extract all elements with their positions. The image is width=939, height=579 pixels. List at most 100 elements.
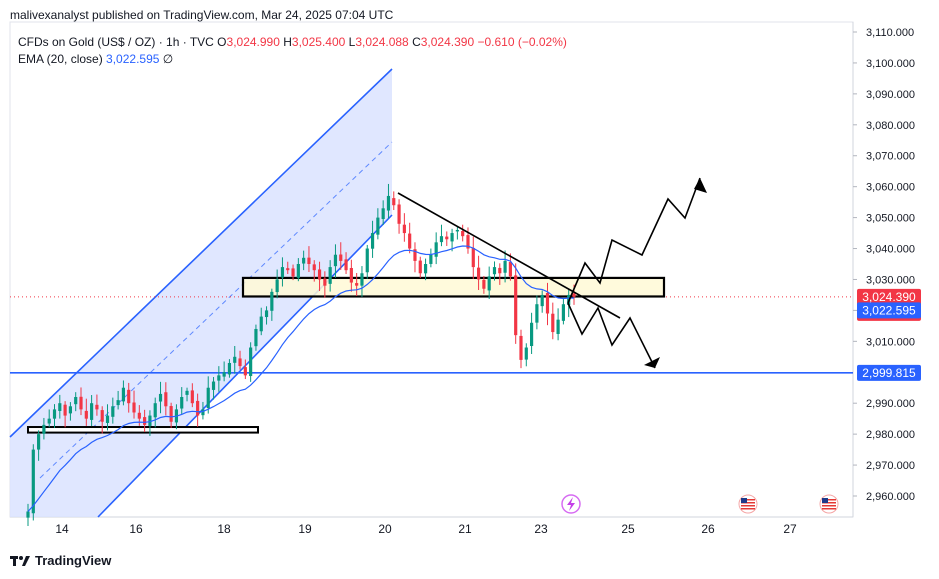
candle	[355, 283, 359, 286]
candle	[386, 195, 391, 211]
candle	[111, 406, 115, 417]
open-key: O	[217, 35, 227, 49]
channel-upper-line	[9, 68, 393, 438]
candle	[143, 417, 147, 425]
us-flag-event-icon[interactable]	[819, 494, 839, 514]
candle	[270, 291, 274, 311]
candle	[206, 387, 210, 409]
tradingview-logo-icon	[10, 555, 30, 566]
last-price-tag: 3,024.390	[862, 290, 916, 304]
low-value: 3,024.088	[355, 35, 409, 49]
candle	[392, 198, 396, 206]
candle	[58, 403, 62, 411]
candle	[100, 410, 104, 422]
candle	[349, 267, 353, 283]
us-flag-event-icon[interactable]	[738, 494, 758, 514]
candle	[217, 375, 221, 381]
y-tick-label: 3,030.000	[866, 274, 915, 286]
candle	[105, 415, 110, 423]
resistance-zone	[241, 276, 666, 298]
candle	[127, 389, 131, 404]
candle	[52, 409, 57, 419]
flag-stripe	[741, 508, 755, 510]
ema-label[interactable]: EMA (20, close)	[18, 52, 103, 66]
open-value: 3,024.990	[226, 35, 280, 49]
candle	[397, 204, 401, 224]
candle	[90, 403, 94, 420]
candle	[365, 248, 369, 273]
flag-stripe	[822, 502, 836, 504]
y-tick-label: 2,990.000	[866, 398, 915, 410]
candle	[466, 235, 470, 249]
candle	[360, 273, 364, 286]
candle	[376, 217, 380, 235]
candle	[508, 261, 512, 277]
flag-stripe	[822, 499, 836, 501]
candle	[95, 404, 99, 410]
candle	[31, 449, 35, 514]
ohlc-legend: CFDs on Gold (US$ / OZ) · 1h · TVC O3,02…	[18, 35, 567, 49]
footer-brand-text: TradingView	[35, 553, 112, 568]
close-key: C	[412, 35, 421, 49]
close-value: 3,024.390	[420, 35, 475, 49]
y-tick-label: 2,960.000	[866, 491, 915, 503]
candle	[74, 397, 78, 405]
candle	[296, 264, 300, 278]
candle	[455, 229, 459, 232]
y-tick-label: 3,090.000	[866, 89, 915, 101]
x-tick-label: 26	[701, 522, 715, 536]
candle	[450, 233, 454, 242]
candle	[63, 404, 67, 416]
candle	[79, 396, 83, 410]
candle	[259, 316, 263, 332]
candle	[370, 233, 375, 249]
candle	[328, 267, 332, 284]
y-tick-label: 3,050.000	[866, 213, 915, 225]
candle	[339, 254, 343, 261]
bearish-projection-path	[567, 302, 656, 369]
candle	[227, 362, 232, 375]
candle	[535, 304, 539, 323]
y-tick-label: 3,010.000	[866, 336, 915, 348]
candle	[137, 412, 141, 419]
candle	[498, 267, 502, 274]
y-tick-label: 3,110.000	[866, 27, 914, 39]
candle	[519, 335, 523, 360]
candle	[514, 275, 518, 336]
descending-trendline	[397, 192, 621, 319]
candle	[211, 381, 216, 390]
candle	[312, 264, 316, 271]
ema-value: 3,022.595	[106, 52, 160, 66]
candle	[26, 511, 30, 518]
footer-brand: TradingView	[10, 553, 111, 568]
candle	[238, 358, 242, 367]
candle	[280, 267, 285, 278]
support-price-tag-bg	[857, 364, 921, 381]
candle	[185, 390, 189, 395]
bearish-arrow-head-icon	[644, 357, 660, 368]
channel-median-line	[39, 141, 393, 479]
candle	[180, 397, 184, 409]
x-tick-label: 25	[621, 522, 635, 536]
candle	[196, 400, 200, 416]
candle	[307, 257, 311, 264]
flag-stripe	[741, 505, 755, 507]
candle	[482, 279, 486, 289]
ema-legend: EMA (20, close) 3,022.595 ∅	[18, 52, 173, 66]
candle	[461, 230, 465, 237]
high-value: 3,025.400	[291, 35, 346, 49]
candle	[429, 254, 433, 264]
candle	[418, 260, 422, 274]
candle	[545, 292, 550, 314]
candle	[302, 257, 306, 264]
candle	[413, 249, 417, 261]
flag-stripe	[741, 499, 755, 501]
symbol-title[interactable]: CFDs on Gold (US$ / OZ) · 1h · TVC	[18, 35, 214, 49]
candle	[275, 279, 279, 293]
ascending-channel-fill	[10, 69, 392, 517]
candle	[68, 406, 72, 414]
base-zone	[27, 426, 259, 434]
candle	[434, 242, 438, 257]
candle	[132, 402, 136, 413]
